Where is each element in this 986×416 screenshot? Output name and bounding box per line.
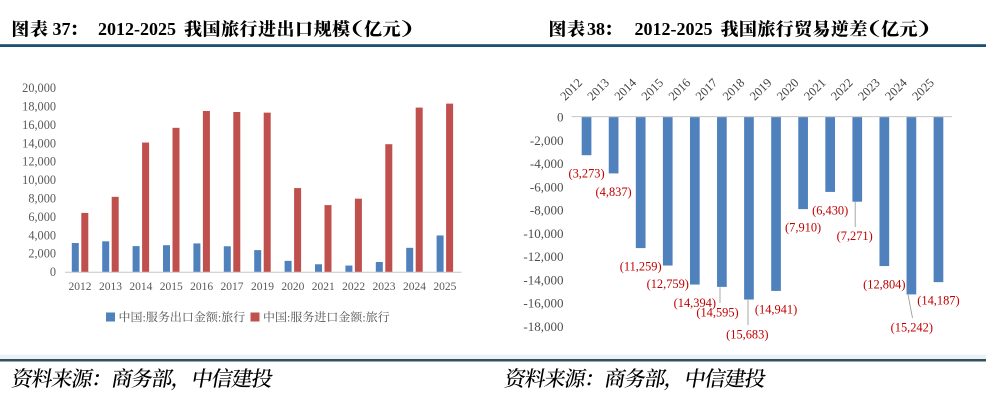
svg-text::: : [218,310,221,324]
svg-text:2018: 2018 [720,76,748,104]
svg-text:2014: 2014 [129,281,152,293]
svg-text:2014: 2014 [612,75,640,103]
svg-text:18,000: 18,000 [22,100,56,114]
svg-text:(14,595): (14,595) [696,305,738,319]
svg-text:2016: 2016 [666,76,694,104]
svg-text:-8,000: -8,000 [530,203,564,218]
svg-text::: : [287,310,290,324]
svg-text:(11,259): (11,259) [620,259,662,273]
svg-text:(6,430): (6,430) [812,203,848,217]
svg-text:2,000: 2,000 [28,247,56,261]
svg-text:2013: 2013 [584,76,612,104]
svg-text:-16,000: -16,000 [523,296,563,311]
svg-text:10,000: 10,000 [22,173,56,187]
svg-text:2012-2025: 2012-2025 [635,19,713,39]
svg-text:2015: 2015 [639,76,667,104]
svg-text:2019: 2019 [747,76,775,104]
svg-text:(15,683): (15,683) [726,327,768,341]
svg-text:2013: 2013 [99,281,122,293]
svg-text:2023: 2023 [855,76,883,104]
svg-text:2017: 2017 [693,76,721,104]
svg-text:2022: 2022 [342,281,365,293]
svg-text:-4,000: -4,000 [530,156,564,171]
svg-text:2023: 2023 [373,281,396,293]
svg-text::: : [362,310,365,324]
svg-text:2016: 2016 [190,281,213,293]
svg-text:6,000: 6,000 [28,210,56,224]
svg-text:0: 0 [557,110,564,125]
svg-text:(12,804): (12,804) [863,277,905,291]
svg-text:-6,000: -6,000 [530,179,564,194]
svg-text:(7,910): (7,910) [785,221,821,235]
svg-text:2021: 2021 [312,281,335,293]
svg-text:16,000: 16,000 [22,118,56,132]
svg-text:2020: 2020 [774,76,802,104]
svg-text:(4,837): (4,837) [596,185,632,199]
svg-text:-14,000: -14,000 [523,272,563,287]
svg-text:14,000: 14,000 [22,136,56,150]
svg-text:2019: 2019 [251,281,274,293]
svg-text:(14,187): (14,187) [917,294,959,308]
svg-text:-12,000: -12,000 [523,249,563,264]
svg-text:2012: 2012 [69,281,92,293]
svg-text:37: 37 [53,19,71,39]
svg-text:20,000: 20,000 [22,81,56,95]
svg-text:2021: 2021 [801,76,829,104]
svg-text:0: 0 [50,265,56,279]
svg-text:2015: 2015 [160,281,183,293]
svg-text:2025: 2025 [433,281,456,293]
svg-text:(15,242): (15,242) [891,320,933,334]
svg-text:2024: 2024 [882,75,910,103]
svg-text:2012: 2012 [557,76,585,104]
svg-text:-2,000: -2,000 [530,133,564,148]
svg-text:8,000: 8,000 [28,192,56,206]
svg-text:(3,273): (3,273) [568,167,604,181]
svg-text:2022: 2022 [828,76,856,104]
svg-text:(7,271): (7,271) [837,229,873,243]
svg-text:2017: 2017 [221,281,244,293]
svg-text::: : [143,310,146,324]
svg-text:12,000: 12,000 [22,155,56,169]
svg-text:2012-2025: 2012-2025 [98,19,176,39]
svg-text:4,000: 4,000 [28,228,56,242]
svg-text:38: 38 [587,19,605,39]
svg-text:2025: 2025 [909,76,937,104]
svg-text:(14,941): (14,941) [755,302,797,316]
svg-text:(14,394): (14,394) [674,296,716,310]
svg-text:(12,759): (12,759) [647,277,689,291]
svg-text:2020: 2020 [281,281,304,293]
svg-text:2024: 2024 [403,281,426,293]
svg-text:-18,000: -18,000 [523,319,563,334]
svg-text:-10,000: -10,000 [523,226,563,241]
